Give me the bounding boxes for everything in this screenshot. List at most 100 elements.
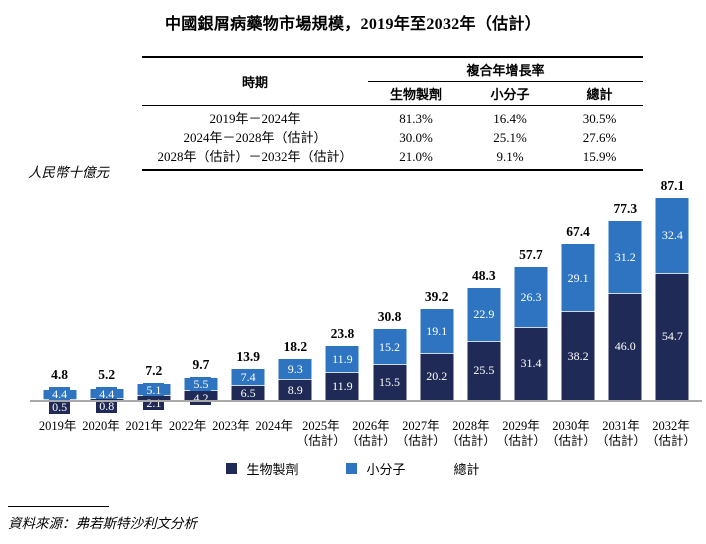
cagr-table: 時期 複合年增長率 生物製劑 小分子 總計 2019年－2024年 81.3% 16.4… (142, 56, 643, 171)
biologics-value-label: 8.9 (284, 382, 306, 397)
bar-2020年: 5.2 4.4 0.8 (83, 170, 130, 414)
small-molecule-value-label: 4.4 (96, 386, 118, 401)
total-value-label: 67.4 (566, 224, 590, 240)
biologics-segment: 25.5 (467, 341, 501, 401)
total-value-label: 39.2 (424, 289, 449, 305)
small-molecule-segment: 11.9 (325, 345, 359, 374)
x-tick-year: 2022年 (168, 419, 207, 433)
small-molecule-segment: 32.4 (655, 198, 689, 274)
biologics-value-label: 20.2 (423, 369, 451, 384)
y-axis-label: 人民幣十億元 (28, 165, 109, 180)
total-value-label: 18.2 (283, 338, 308, 354)
total-value-label: 9.7 (192, 357, 210, 373)
legend-swatch-icon (226, 463, 238, 474)
small-molecule-segment: 22.9 (467, 288, 501, 342)
table-cell-period: 2028年（估計）－2032年（估計） (157, 149, 353, 164)
bar-2025年: 23.8 11.9 11.9 (319, 170, 366, 401)
biologics-value-label: 46.0 (611, 339, 639, 354)
biologics-segment: 46.0 (608, 293, 642, 401)
small-molecule-value-label: 26.3 (517, 289, 545, 304)
small-molecule-segment: 31.2 (608, 221, 642, 294)
small-molecule-segment: 5.5 (184, 377, 218, 392)
bar-chart-plot: 4.8 4.4 0.5 5.2 4.4 0.8 7.2 5.1 2.1 9.7 5.5 4.2 13.9… (36, 170, 696, 414)
small-molecule-segment: 4.4 (90, 386, 124, 401)
biologics-value-label: 2.1 (143, 396, 165, 411)
table-cell-small_molecule: 9.1% (496, 149, 524, 164)
table-cell-period: 2024年－2028年（估計） (183, 130, 327, 145)
x-tick-label: 2030年 （估計） (546, 419, 596, 449)
small-molecule-value-label: 22.9 (470, 307, 498, 322)
bar-2019年: 4.8 4.4 0.5 (36, 170, 83, 414)
x-tick-note: （估計） (445, 433, 496, 448)
legend-item-biologics: 生物製劑 (226, 459, 298, 478)
small-molecule-value-label: 5.1 (143, 382, 165, 397)
biologics-value-label: 54.7 (658, 329, 686, 344)
source-note: 資料來源：弗若斯特沙利文分析 (8, 516, 197, 531)
legend-swatch-icon (346, 463, 358, 474)
x-axis-labels: 2019年 2020年 2021年 2022年 2023年 2024年 2025年 （估計） 2… (36, 419, 696, 449)
bar-2026年: 30.8 15.2 15.5 (366, 170, 413, 401)
x-tick-note: （估計） (545, 433, 596, 448)
small-molecule-value-label: 31.2 (611, 249, 639, 264)
x-tick-year: 2031年 (602, 419, 640, 433)
total-value-label: 13.9 (236, 348, 260, 364)
x-tick-label: 2027年 （估計） (396, 419, 446, 449)
table-row: 2028年（估計）－2032年（估計） 21.0% 9.1% 15.9% (142, 147, 643, 170)
chart-legend: 生物製劑 小分子 總計 (0, 459, 706, 478)
biologics-segment: 38.2 (561, 312, 595, 401)
small-molecule-value-label: 7.4 (237, 369, 259, 384)
x-tick-label: 2022年 (166, 419, 209, 449)
total-value-label: 23.8 (330, 325, 355, 341)
total-value-label: 30.8 (377, 309, 402, 325)
table-cell-period: 2019年－2024年 (209, 111, 301, 126)
table-cell-total: 30.5% (582, 111, 617, 126)
x-tick-year: 2023年 (212, 419, 250, 433)
legend-label: 小分子 (366, 462, 406, 477)
biologics-segment: 15.5 (373, 364, 407, 401)
total-value-label: 77.3 (613, 201, 638, 217)
bar-2023年: 13.9 7.4 6.5 (225, 170, 272, 401)
small-molecule-value-label: 19.1 (423, 324, 451, 339)
table-cell-small_molecule: 25.1% (493, 130, 527, 145)
bar-2028年: 48.3 22.9 25.5 (460, 170, 507, 401)
x-tick-year: 2026年 (352, 419, 390, 433)
legend-label: 生物製劑 (246, 462, 299, 477)
bar-2027年: 39.2 19.1 20.2 (413, 170, 460, 401)
x-tick-label: 2025年 （估計） (296, 419, 346, 449)
total-value-label: 48.3 (472, 268, 496, 284)
table-cell-total: 15.9% (582, 149, 617, 164)
x-tick-year: 2019年 (38, 419, 77, 433)
small-molecule-value-label: 9.3 (284, 361, 306, 376)
x-tick-year: 2027年 (402, 419, 440, 433)
x-tick-label: 2021年 (123, 419, 166, 449)
small-molecule-segment: 15.2 (373, 329, 407, 365)
table-cell-total: 27.6% (582, 130, 617, 145)
table-cell-biologics: 30.0% (399, 130, 433, 145)
total-value-label: 5.2 (98, 366, 116, 382)
x-tick-label: 2026年 （估計） (346, 419, 396, 449)
x-tick-note: （估計） (645, 433, 696, 448)
table-header-cagr: 複合年增長率 (368, 57, 643, 82)
x-axis-line (30, 400, 702, 402)
biologics-value-label: 15.5 (376, 374, 404, 389)
small-molecule-segment: 9.3 (278, 358, 312, 381)
table-cell-biologics: 21.0% (399, 149, 433, 164)
small-molecule-value-label: 4.4 (49, 387, 71, 402)
biologics-segment: 2.1 (137, 396, 171, 411)
x-tick-year: 2024年 (255, 419, 293, 433)
x-tick-year: 2030年 (552, 419, 590, 433)
table-subheader: 生物製劑 (368, 81, 464, 106)
biologics-value-label: 0.8 (96, 399, 118, 414)
biologics-segment: 20.2 (420, 353, 454, 401)
x-tick-label: 2031年 （估計） (596, 419, 646, 449)
table-subheader: 小分子 (464, 81, 556, 106)
biologics-segment: 11.9 (325, 373, 359, 401)
total-value-label: 87.1 (660, 178, 685, 194)
small-molecule-value-label: 29.1 (564, 270, 592, 285)
x-tick-label: 2019年 (36, 419, 79, 449)
small-molecule-value-label: 11.9 (329, 351, 356, 366)
source-divider (8, 506, 109, 507)
small-molecule-segment: 26.3 (514, 266, 548, 328)
biologics-value-label: 6.5 (237, 385, 259, 400)
